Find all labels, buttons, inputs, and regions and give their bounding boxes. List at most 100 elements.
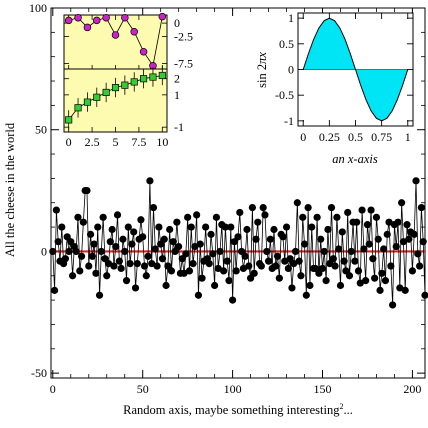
main-data-point xyxy=(151,245,159,253)
main-data-point xyxy=(338,228,346,236)
main-data-point xyxy=(211,281,219,290)
main-data-point xyxy=(362,277,370,285)
main-data-point xyxy=(275,274,283,282)
main-y-tick-label: 0 xyxy=(41,244,47,258)
main-data-point xyxy=(103,272,111,280)
main-data-point xyxy=(97,247,105,256)
main-data-point xyxy=(295,257,303,265)
inset-top-data-point xyxy=(74,13,82,22)
main-data-point xyxy=(209,250,217,258)
main-data-point xyxy=(182,250,190,258)
main-data-point xyxy=(180,269,188,277)
main-data-point xyxy=(281,257,289,265)
main-data-point xyxy=(52,206,60,214)
main-data-point xyxy=(282,223,291,231)
main-data-point xyxy=(140,262,149,270)
main-data-point xyxy=(113,211,122,219)
main-x-tick-label: 200 xyxy=(403,382,421,396)
inset-top-data-point xyxy=(158,12,167,21)
main-series-line xyxy=(52,180,426,305)
main-data-point xyxy=(86,230,95,238)
main-data-point xyxy=(261,211,269,219)
main-data-point xyxy=(385,218,393,226)
sine-y-tick-label: 0.5 xyxy=(279,37,294,51)
main-data-point xyxy=(376,286,384,294)
inset-x-tick-label: 0 xyxy=(66,135,72,149)
main-data-point xyxy=(300,240,309,248)
main-data-point xyxy=(184,213,192,221)
main-data-point xyxy=(241,252,249,260)
main-x-ticks: 0 50 100 150 200 xyxy=(50,8,421,396)
main-data-point xyxy=(58,223,66,231)
main-data-point xyxy=(421,291,428,299)
main-data-point xyxy=(227,223,235,231)
inset-top-y-tick-label: -2.5 xyxy=(174,30,193,44)
inset-top-data-point xyxy=(102,13,110,22)
main-data-point xyxy=(239,264,247,273)
main-data-point xyxy=(291,247,300,256)
main-data-point xyxy=(108,225,116,234)
main-data-point xyxy=(148,259,156,268)
main-data-point xyxy=(173,218,181,226)
main-data-point xyxy=(128,240,136,248)
inset-top-data-point xyxy=(64,16,73,25)
main-data-point xyxy=(122,277,131,285)
main-data-point xyxy=(284,264,292,273)
main-data-point xyxy=(243,225,251,234)
main-data-point xyxy=(104,259,113,268)
main-data-point xyxy=(54,238,62,246)
main-data-point xyxy=(202,223,210,231)
main-data-point xyxy=(304,204,312,212)
main-data-point xyxy=(367,206,375,214)
inset-bottom-data-point xyxy=(121,81,129,89)
main-data-point xyxy=(133,259,141,268)
inset-bottom-data-point xyxy=(102,88,110,96)
main-data-point xyxy=(115,257,123,265)
main-data-point xyxy=(250,269,258,277)
main-data-point xyxy=(236,208,244,217)
main-data-point xyxy=(270,225,278,234)
inset-x-tick-label: 10 xyxy=(156,135,168,149)
main-data-point xyxy=(317,235,325,243)
main-data-point xyxy=(225,277,233,285)
main-data-point xyxy=(234,233,242,241)
sine-x-tick-label: 0.75 xyxy=(371,130,392,144)
main-x-tick-label: 100 xyxy=(224,382,242,396)
main-data-point xyxy=(398,199,406,207)
main-data-point xyxy=(299,213,307,221)
main-data-point xyxy=(185,267,194,275)
sine-x-tick-label: 1 xyxy=(405,130,411,144)
main-data-point xyxy=(90,240,98,248)
main-data-point xyxy=(126,259,134,268)
main-data-point xyxy=(381,277,390,285)
main-data-point xyxy=(279,233,287,241)
main-data-point xyxy=(322,277,330,285)
main-data-point xyxy=(191,242,199,251)
main-data-point xyxy=(158,255,167,263)
sine-y-axis-label: sin 2πx xyxy=(255,52,269,88)
main-data-point xyxy=(365,240,373,248)
inset-top-y-tick-label: -7.5 xyxy=(174,57,193,71)
main-data-point xyxy=(383,230,391,238)
main-data-point xyxy=(290,259,298,268)
sine-x-tick-label: 0.25 xyxy=(319,130,340,144)
main-data-point xyxy=(408,267,417,275)
sine-x-tick-label: 0 xyxy=(300,130,306,144)
main-data-point xyxy=(198,274,206,282)
main-data-point xyxy=(257,262,265,270)
main-data-point xyxy=(99,213,107,221)
main-data-point xyxy=(363,221,372,229)
sine-x-tick-label: 0.5 xyxy=(348,130,363,144)
main-data-point xyxy=(371,274,379,282)
main-data-point xyxy=(399,238,408,246)
main-data-point xyxy=(207,230,215,238)
main-data-point xyxy=(149,204,158,212)
main-data-point xyxy=(196,240,204,248)
main-data-point xyxy=(327,204,336,212)
main-data-point xyxy=(220,267,228,275)
main-data-point xyxy=(194,291,203,299)
inset-bottom-data-point xyxy=(158,71,166,80)
main-data-point xyxy=(76,267,84,275)
sine-y-tick-label: 0 xyxy=(288,63,294,77)
main-data-point xyxy=(160,235,168,243)
